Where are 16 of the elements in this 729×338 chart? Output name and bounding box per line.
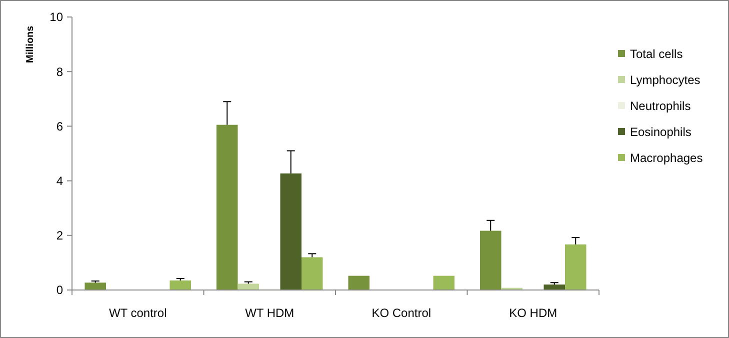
x-tick-label: WT control <box>108 306 167 320</box>
x-tick-label: WT HDM <box>245 306 294 320</box>
y-tick-label: 4 <box>56 174 64 188</box>
legend-label: Macrophages <box>630 151 703 166</box>
legend-label: Total cells <box>630 47 683 62</box>
legend-label: Eosinophils <box>630 125 692 140</box>
y-tick-label: 0 <box>56 283 64 298</box>
y-tick-label: 10 <box>50 10 64 24</box>
legend-label: Lymphocytes <box>630 73 700 88</box>
legend-label: Neutrophils <box>630 99 691 114</box>
y-tick-label: 8 <box>56 64 64 79</box>
y-axis-title: Millions <box>25 25 36 63</box>
y-tick-label: 6 <box>56 119 64 134</box>
y-tick-label: 2 <box>56 228 64 243</box>
x-tick-label: KO HDM <box>509 306 558 320</box>
x-tick-label: KO Control <box>372 306 432 320</box>
